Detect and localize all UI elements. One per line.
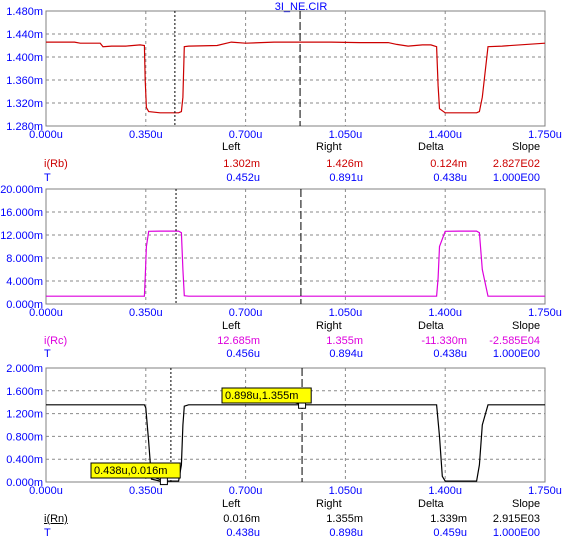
x-tick-label: 1.400u: [428, 485, 462, 497]
readout-value: 0.459u: [433, 527, 467, 539]
trace-label-rn[interactable]: i(Rn): [44, 513, 68, 525]
plot-panel-1: 0.000u 0.350u 0.700u 1.050u 1.400u 1.750u 1.28…: [6, 6, 562, 141]
plot-frame: [45, 10, 546, 127]
readout-value: 0.438u: [433, 172, 467, 184]
readout-header-right: Right: [316, 141, 342, 153]
readout-value: 2.827E02: [492, 158, 540, 170]
readout-header-slope: Slope: [512, 498, 541, 510]
x-tick-label: 1.050u: [329, 129, 363, 141]
x-tick-label: 1.750u: [528, 307, 562, 319]
readout-value: 1.355m: [326, 335, 363, 347]
window-title: 3I_NE.CIR: [275, 1, 328, 13]
x-tick-label: 1.050u: [329, 485, 363, 497]
readout-value: 0.438u: [433, 348, 467, 360]
readout-header-delta: Delta: [418, 320, 444, 332]
readout-header-left: Left: [222, 141, 241, 153]
readout-value: -11.330m: [421, 335, 467, 347]
y-tick-label: 0.400m: [6, 454, 43, 466]
x-tick-label: 0.700u: [229, 307, 263, 319]
readout-value: 0.456u: [226, 348, 260, 360]
readout-value: 1.355m: [326, 513, 363, 525]
y-tick-label: 1.320m: [6, 98, 43, 110]
y-tick-label: 1.360m: [6, 75, 43, 87]
annotation-box: [221, 387, 312, 404]
x-tick-label: 0.700u: [229, 485, 263, 497]
readout-header-left: Left: [222, 498, 241, 510]
y-tick-label: 1.400m: [6, 52, 43, 64]
y-tick-label: 0.000m: [6, 477, 43, 489]
trace-label-rc[interactable]: i(Rc): [44, 335, 68, 347]
readout-value: 1.339m: [430, 513, 467, 525]
series-line-irb: [46, 41, 546, 114]
readout-value: 1.000E00: [492, 172, 540, 184]
y-tick-label: 1.600m: [6, 386, 43, 398]
y-tick-label: 12.000m: [0, 230, 43, 242]
cursor-marker: [159, 477, 168, 486]
readout-value: 0.438u: [226, 527, 260, 539]
y-tick-label: 2.000m: [6, 363, 43, 375]
x-tick-label: 0.700u: [229, 129, 263, 141]
plot-panel-2: 0.000u 0.350u 0.700u 1.050u 1.400u 1.750u 0.00…: [0, 184, 562, 319]
readout-value: 1.426m: [326, 158, 363, 170]
x-tick-label: 1.750u: [528, 129, 562, 141]
plot-frame: [45, 188, 546, 305]
annotation-box: [90, 462, 181, 479]
x-tick-label: 0.350u: [129, 307, 163, 319]
x-tick-label: 0.000u: [29, 307, 63, 319]
y-tick-label: 1.480m: [6, 6, 43, 18]
readout-value: 1.302m: [223, 158, 260, 170]
readout-header-left: Left: [222, 320, 241, 332]
time-label: T: [44, 348, 51, 360]
x-tick-label: 0.000u: [29, 129, 63, 141]
readout-value: 1.000E00: [492, 348, 540, 360]
x-tick-label: 0.350u: [129, 129, 163, 141]
x-tick-label: 0.350u: [129, 485, 163, 497]
trace-label-rb[interactable]: i(Rb): [44, 158, 68, 170]
y-tick-label: 0.800m: [6, 431, 43, 443]
x-tick-label: 1.750u: [528, 485, 562, 497]
readout-header-slope: Slope: [512, 141, 541, 153]
readout-value: 0.894u: [329, 348, 363, 360]
readout-value: 0.016m: [223, 513, 260, 525]
readout-header-slope: Slope: [512, 320, 541, 332]
readout-header-delta: Delta: [418, 498, 444, 510]
readout-value: 0.891u: [329, 172, 363, 184]
readout-value: 12.685m: [217, 335, 260, 347]
readout-value: 0.898u: [329, 527, 363, 539]
readout-header-right: Right: [316, 320, 342, 332]
time-label: T: [44, 172, 51, 184]
y-tick-label: 16.000m: [0, 207, 43, 219]
readout-value: 1.000E00: [492, 527, 540, 539]
x-tick-label: 0.000u: [29, 485, 63, 497]
y-tick-label: 8.000m: [6, 253, 43, 265]
readout-header-delta: Delta: [418, 141, 444, 153]
annotation-label: 0.898u,1.355m: [225, 390, 298, 402]
plot-frame: [45, 367, 546, 483]
readout-value: 0.124m: [430, 158, 467, 170]
y-tick-label: 4.000m: [6, 276, 43, 288]
series-line-irc: [46, 230, 545, 297]
readout-value: -2.585E04: [489, 335, 540, 347]
y-tick-label: 1.280m: [6, 121, 43, 133]
readout-value: 0.452u: [226, 172, 260, 184]
y-tick-label: 0.000m: [6, 299, 43, 311]
x-tick-label: 1.400u: [428, 307, 462, 319]
readout-value: 2.915E03: [492, 513, 540, 525]
x-tick-label: 1.400u: [428, 129, 462, 141]
x-tick-label: 1.050u: [329, 307, 363, 319]
annotation-label: 0.438u,0.016m: [94, 465, 167, 477]
readout-header-right: Right: [316, 498, 342, 510]
time-label: T: [44, 527, 51, 539]
plot-panel-3: 0.000u 0.350u 0.700u 1.050u 1.400u 1.750u 0.00…: [6, 363, 562, 497]
y-tick-label: 20.000m: [0, 184, 43, 196]
y-tick-label: 1.200m: [6, 409, 43, 421]
y-tick-label: 1.440m: [6, 29, 43, 41]
